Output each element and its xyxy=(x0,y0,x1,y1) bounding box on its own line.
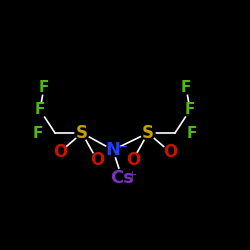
Circle shape xyxy=(183,103,197,117)
Circle shape xyxy=(37,80,51,94)
Text: O: O xyxy=(163,143,177,161)
Text: Cs: Cs xyxy=(110,169,134,187)
Circle shape xyxy=(31,126,45,140)
Circle shape xyxy=(185,126,199,140)
Circle shape xyxy=(106,143,120,157)
Text: F: F xyxy=(181,80,191,94)
Text: −: − xyxy=(119,142,128,152)
Circle shape xyxy=(113,169,131,187)
Text: S: S xyxy=(142,124,154,142)
Text: O: O xyxy=(126,151,140,169)
Text: +: + xyxy=(128,170,137,180)
Text: O: O xyxy=(53,143,67,161)
Circle shape xyxy=(179,80,193,94)
Circle shape xyxy=(141,126,155,140)
Text: F: F xyxy=(187,126,197,140)
Text: F: F xyxy=(35,102,45,118)
Text: S: S xyxy=(76,124,88,142)
Text: F: F xyxy=(33,126,43,140)
Circle shape xyxy=(126,153,140,167)
Circle shape xyxy=(53,145,67,159)
Circle shape xyxy=(75,126,89,140)
Circle shape xyxy=(90,153,104,167)
Circle shape xyxy=(163,145,177,159)
Text: N: N xyxy=(106,141,120,159)
Circle shape xyxy=(33,103,47,117)
Text: O: O xyxy=(90,151,104,169)
Text: F: F xyxy=(39,80,49,94)
Text: F: F xyxy=(185,102,195,118)
